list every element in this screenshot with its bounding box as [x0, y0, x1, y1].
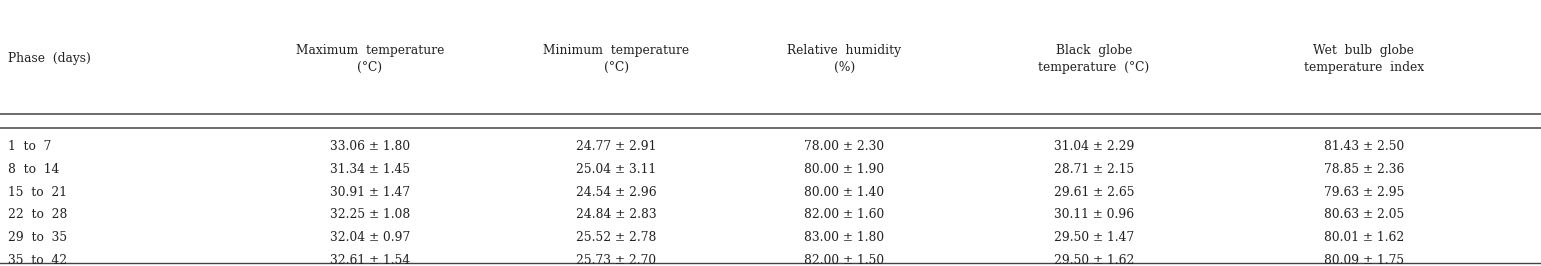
Text: 82.00 ± 1.50: 82.00 ± 1.50	[804, 253, 885, 266]
Text: 32.25 ± 1.08: 32.25 ± 1.08	[330, 208, 410, 221]
Text: 24.77 ± 2.91: 24.77 ± 2.91	[576, 140, 656, 153]
Text: 33.06 ± 1.80: 33.06 ± 1.80	[330, 140, 410, 153]
Text: 25.73 ± 2.70: 25.73 ± 2.70	[576, 253, 656, 266]
Text: 28.71 ± 2.15: 28.71 ± 2.15	[1054, 163, 1134, 176]
Text: 78.00 ± 2.30: 78.00 ± 2.30	[804, 140, 885, 153]
Text: 8  to  14: 8 to 14	[8, 163, 59, 176]
Text: 15  to  21: 15 to 21	[8, 186, 66, 199]
Text: 30.11 ± 0.96: 30.11 ± 0.96	[1054, 208, 1134, 221]
Text: 32.61 ± 1.54: 32.61 ± 1.54	[330, 253, 410, 266]
Text: 24.84 ± 2.83: 24.84 ± 2.83	[576, 208, 656, 221]
Text: 80.09 ± 1.75: 80.09 ± 1.75	[1324, 253, 1404, 266]
Text: 31.04 ± 2.29: 31.04 ± 2.29	[1054, 140, 1134, 153]
Text: 29  to  35: 29 to 35	[8, 231, 66, 244]
Text: 29.50 ± 1.47: 29.50 ± 1.47	[1054, 231, 1134, 244]
Text: 78.85 ± 2.36: 78.85 ± 2.36	[1324, 163, 1404, 176]
Text: 83.00 ± 1.80: 83.00 ± 1.80	[804, 231, 885, 244]
Text: 29.61 ± 2.65: 29.61 ± 2.65	[1054, 186, 1134, 199]
Text: Minimum  temperature
(°C): Minimum temperature (°C)	[544, 44, 689, 73]
Text: 81.43 ± 2.50: 81.43 ± 2.50	[1324, 140, 1404, 153]
Text: Maximum  temperature
(°C): Maximum temperature (°C)	[296, 44, 444, 73]
Text: 32.04 ± 0.97: 32.04 ± 0.97	[330, 231, 410, 244]
Text: 80.00 ± 1.90: 80.00 ± 1.90	[804, 163, 885, 176]
Text: 80.01 ± 1.62: 80.01 ± 1.62	[1324, 231, 1404, 244]
Text: 30.91 ± 1.47: 30.91 ± 1.47	[330, 186, 410, 199]
Text: Phase  (days): Phase (days)	[8, 52, 91, 65]
Text: Relative  humidity
(%): Relative humidity (%)	[787, 44, 901, 73]
Text: 29.50 ± 1.62: 29.50 ± 1.62	[1054, 253, 1134, 266]
Text: 22  to  28: 22 to 28	[8, 208, 68, 221]
Text: 25.04 ± 3.11: 25.04 ± 3.11	[576, 163, 656, 176]
Text: Wet  bulb  globe
temperature  index: Wet bulb globe temperature index	[1304, 44, 1424, 73]
Text: 80.63 ± 2.05: 80.63 ± 2.05	[1324, 208, 1404, 221]
Text: 80.00 ± 1.40: 80.00 ± 1.40	[804, 186, 885, 199]
Text: 79.63 ± 2.95: 79.63 ± 2.95	[1324, 186, 1404, 199]
Text: 1  to  7: 1 to 7	[8, 140, 51, 153]
Text: 24.54 ± 2.96: 24.54 ± 2.96	[576, 186, 656, 199]
Text: 31.34 ± 1.45: 31.34 ± 1.45	[330, 163, 410, 176]
Text: 25.52 ± 2.78: 25.52 ± 2.78	[576, 231, 656, 244]
Text: 35  to  42: 35 to 42	[8, 253, 66, 266]
Text: 82.00 ± 1.60: 82.00 ± 1.60	[804, 208, 885, 221]
Text: Black  globe
temperature  (°C): Black globe temperature (°C)	[1039, 44, 1150, 73]
